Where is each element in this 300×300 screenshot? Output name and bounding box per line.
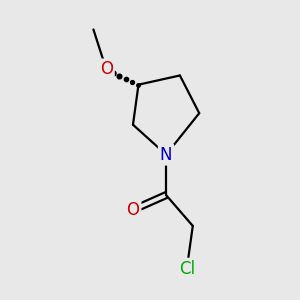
Text: O: O [100,61,113,79]
Text: Cl: Cl [179,260,195,278]
Text: O: O [127,201,140,219]
Text: N: N [160,146,172,164]
